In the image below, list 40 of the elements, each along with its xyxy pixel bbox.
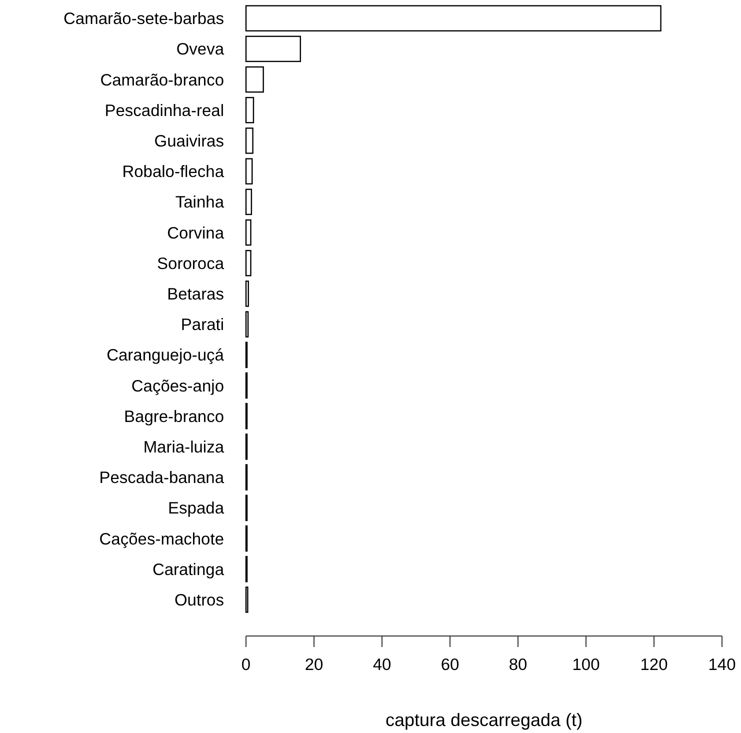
x-axis-title: captura descarregada (t) xyxy=(385,710,583,730)
y-tick-label: Corvina xyxy=(167,224,225,242)
x-tick-label: 40 xyxy=(372,656,392,674)
y-tick-label: Pescada-banana xyxy=(99,469,225,488)
y-tick-label: Parati xyxy=(180,316,224,334)
y-tick-label: Camarão-branco xyxy=(100,71,224,90)
y-tick-label: Espada xyxy=(168,500,225,518)
bar xyxy=(245,219,252,246)
y-tick-label: Cações-machote xyxy=(99,530,224,548)
bar xyxy=(245,250,252,276)
y-tick-label: Robalo-flecha xyxy=(122,163,225,182)
y-tick-label: Bagre-branco xyxy=(124,408,224,426)
bar xyxy=(245,96,254,124)
x-tick-label: 120 xyxy=(640,656,668,674)
y-tick-label: Caratinga xyxy=(152,560,225,579)
bar xyxy=(245,280,249,307)
bar xyxy=(245,128,254,154)
bar xyxy=(245,311,249,338)
y-tick-label: Sororoca xyxy=(157,254,225,273)
x-tick-label: 0 xyxy=(241,656,251,674)
x-tick-label: 140 xyxy=(708,656,736,674)
y-tick-label: Betaras xyxy=(167,285,224,304)
y-tick-label: Caranguejo-uçá xyxy=(106,346,225,365)
bar xyxy=(245,66,264,93)
x-tick-label: 60 xyxy=(440,656,460,674)
y-tick-label: Guaiviras xyxy=(154,132,224,150)
x-tick-label: 20 xyxy=(304,656,324,674)
y-tick-label: Outros xyxy=(174,591,224,610)
y-tick-label: Camarão-sete-barbas xyxy=(64,10,224,28)
x-tick-label: 80 xyxy=(508,656,528,674)
bar xyxy=(245,36,301,62)
bar xyxy=(245,188,252,216)
y-tick-label: Cações-anjo xyxy=(131,377,224,396)
y-tick-label: Maria-luiza xyxy=(143,438,225,456)
bar xyxy=(245,5,662,32)
bar xyxy=(245,158,253,184)
y-tick-label: Tainha xyxy=(175,194,225,212)
y-tick-label: Oveva xyxy=(176,40,225,59)
y-tick-label: Pescadinha-real xyxy=(104,102,224,120)
x-tick-label: 100 xyxy=(572,656,600,674)
